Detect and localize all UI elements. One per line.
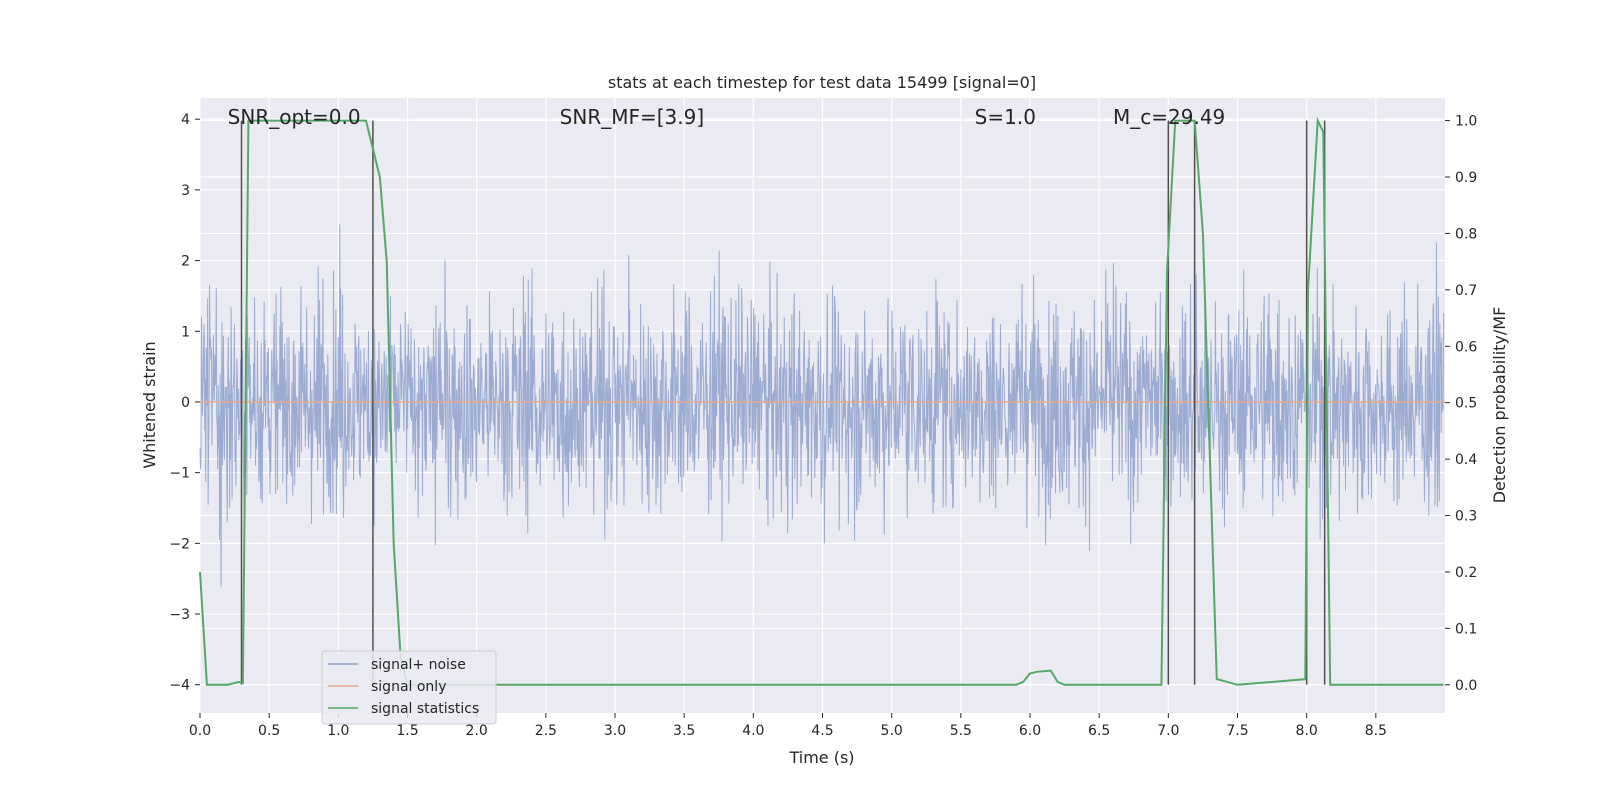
x-tick-label: 6.0 bbox=[1019, 723, 1041, 739]
chart-title: stats at each timestep for test data 154… bbox=[608, 73, 1036, 92]
right-y-axis-label: Detection probability/MF bbox=[1490, 307, 1509, 504]
x-tick-label: 0.5 bbox=[258, 723, 280, 739]
x-tick-label: 5.0 bbox=[881, 723, 903, 739]
x-tick-label: 2.0 bbox=[466, 723, 488, 739]
x-tick-label: 6.5 bbox=[1088, 723, 1110, 739]
y-axis-label: Whitened strain bbox=[140, 341, 159, 468]
annotation-text: SNR_MF=[3.9] bbox=[560, 105, 704, 129]
right-y-tick-label: 0.4 bbox=[1455, 452, 1477, 468]
right-y-tick-label: 0.7 bbox=[1455, 283, 1477, 299]
annotation-text: S=1.0 bbox=[975, 105, 1036, 129]
y-tick-label: 0 bbox=[181, 395, 190, 411]
y-tick-label: −4 bbox=[169, 678, 190, 694]
annotation-text: M_c=29.49 bbox=[1113, 105, 1225, 129]
signal-statistics-trace bbox=[199, 116, 1444, 686]
x-tick-label: 2.5 bbox=[535, 723, 557, 739]
x-tick-label: 8.0 bbox=[1296, 723, 1318, 739]
x-tick-label: 8.5 bbox=[1365, 723, 1387, 739]
legend-box bbox=[321, 650, 497, 725]
y-tick-label: −2 bbox=[169, 536, 190, 552]
x-tick-label: 1.5 bbox=[396, 723, 418, 739]
right-y-tick-label: 0.5 bbox=[1455, 396, 1477, 412]
x-tick-label: 4.5 bbox=[811, 723, 833, 739]
right-y-tick-label: 0.0 bbox=[1455, 678, 1477, 694]
y-tick-label: 4 bbox=[181, 112, 190, 128]
right-y-tick-label: 0.3 bbox=[1455, 509, 1477, 525]
right-y-tick-label: 0.2 bbox=[1455, 565, 1477, 581]
y-tick-label: 3 bbox=[181, 183, 190, 199]
statistics-line bbox=[199, 116, 1444, 686]
x-tick-label: 4.0 bbox=[742, 723, 764, 739]
right-y-tick-label: 1.0 bbox=[1455, 114, 1477, 130]
right-y-tick-label: 0.8 bbox=[1455, 226, 1477, 242]
x-tick-label: 1.0 bbox=[327, 723, 349, 739]
x-tick-label: 3.0 bbox=[604, 723, 626, 739]
noise-trace bbox=[199, 224, 1445, 588]
y-tick-label: 1 bbox=[181, 324, 190, 340]
y-tick-label: −3 bbox=[169, 607, 190, 623]
annotation-text: SNR_opt=0.0 bbox=[228, 105, 361, 129]
legend-label-signal-only: signal only bbox=[371, 679, 446, 695]
x-axis-label: Time (s) bbox=[788, 748, 854, 767]
x-tick-label: 7.0 bbox=[1157, 723, 1179, 739]
y-ticks: 4 3 2 1 0 −1 −2 −3 −4 bbox=[169, 112, 200, 694]
x-tick-label: 0.0 bbox=[189, 723, 211, 739]
noise-line bbox=[199, 224, 1445, 588]
x-ticks: 0.0 0.5 1.0 1.5 2.0 2.5 3.0 3.5 4.0 4.5 5.0 5.5 6.0 6… bbox=[189, 713, 1387, 739]
legend: signal+ noise signal only signal statist… bbox=[321, 650, 497, 725]
legend-label-statistics: signal statistics bbox=[371, 701, 479, 717]
x-tick-label: 3.5 bbox=[673, 723, 695, 739]
right-y-tick-label: 0.1 bbox=[1455, 621, 1477, 637]
legend-label-noise: signal+ noise bbox=[371, 657, 466, 673]
right-y-tick-label: 0.9 bbox=[1455, 170, 1477, 186]
right-y-tick-label: 0.6 bbox=[1455, 339, 1477, 355]
right-y-ticks: 1.0 0.9 0.8 0.7 0.6 0.5 0.4 0.3 0.2 0.1 0.0 bbox=[1445, 114, 1477, 694]
x-tick-label: 5.5 bbox=[950, 723, 972, 739]
y-tick-label: 2 bbox=[181, 254, 190, 270]
x-tick-label: 7.5 bbox=[1226, 723, 1248, 739]
annotations: SNR_opt=0.0 SNR_MF=[3.9] S=1.0 M_c=29.49 bbox=[228, 105, 1226, 129]
y-tick-label: −1 bbox=[169, 466, 190, 482]
